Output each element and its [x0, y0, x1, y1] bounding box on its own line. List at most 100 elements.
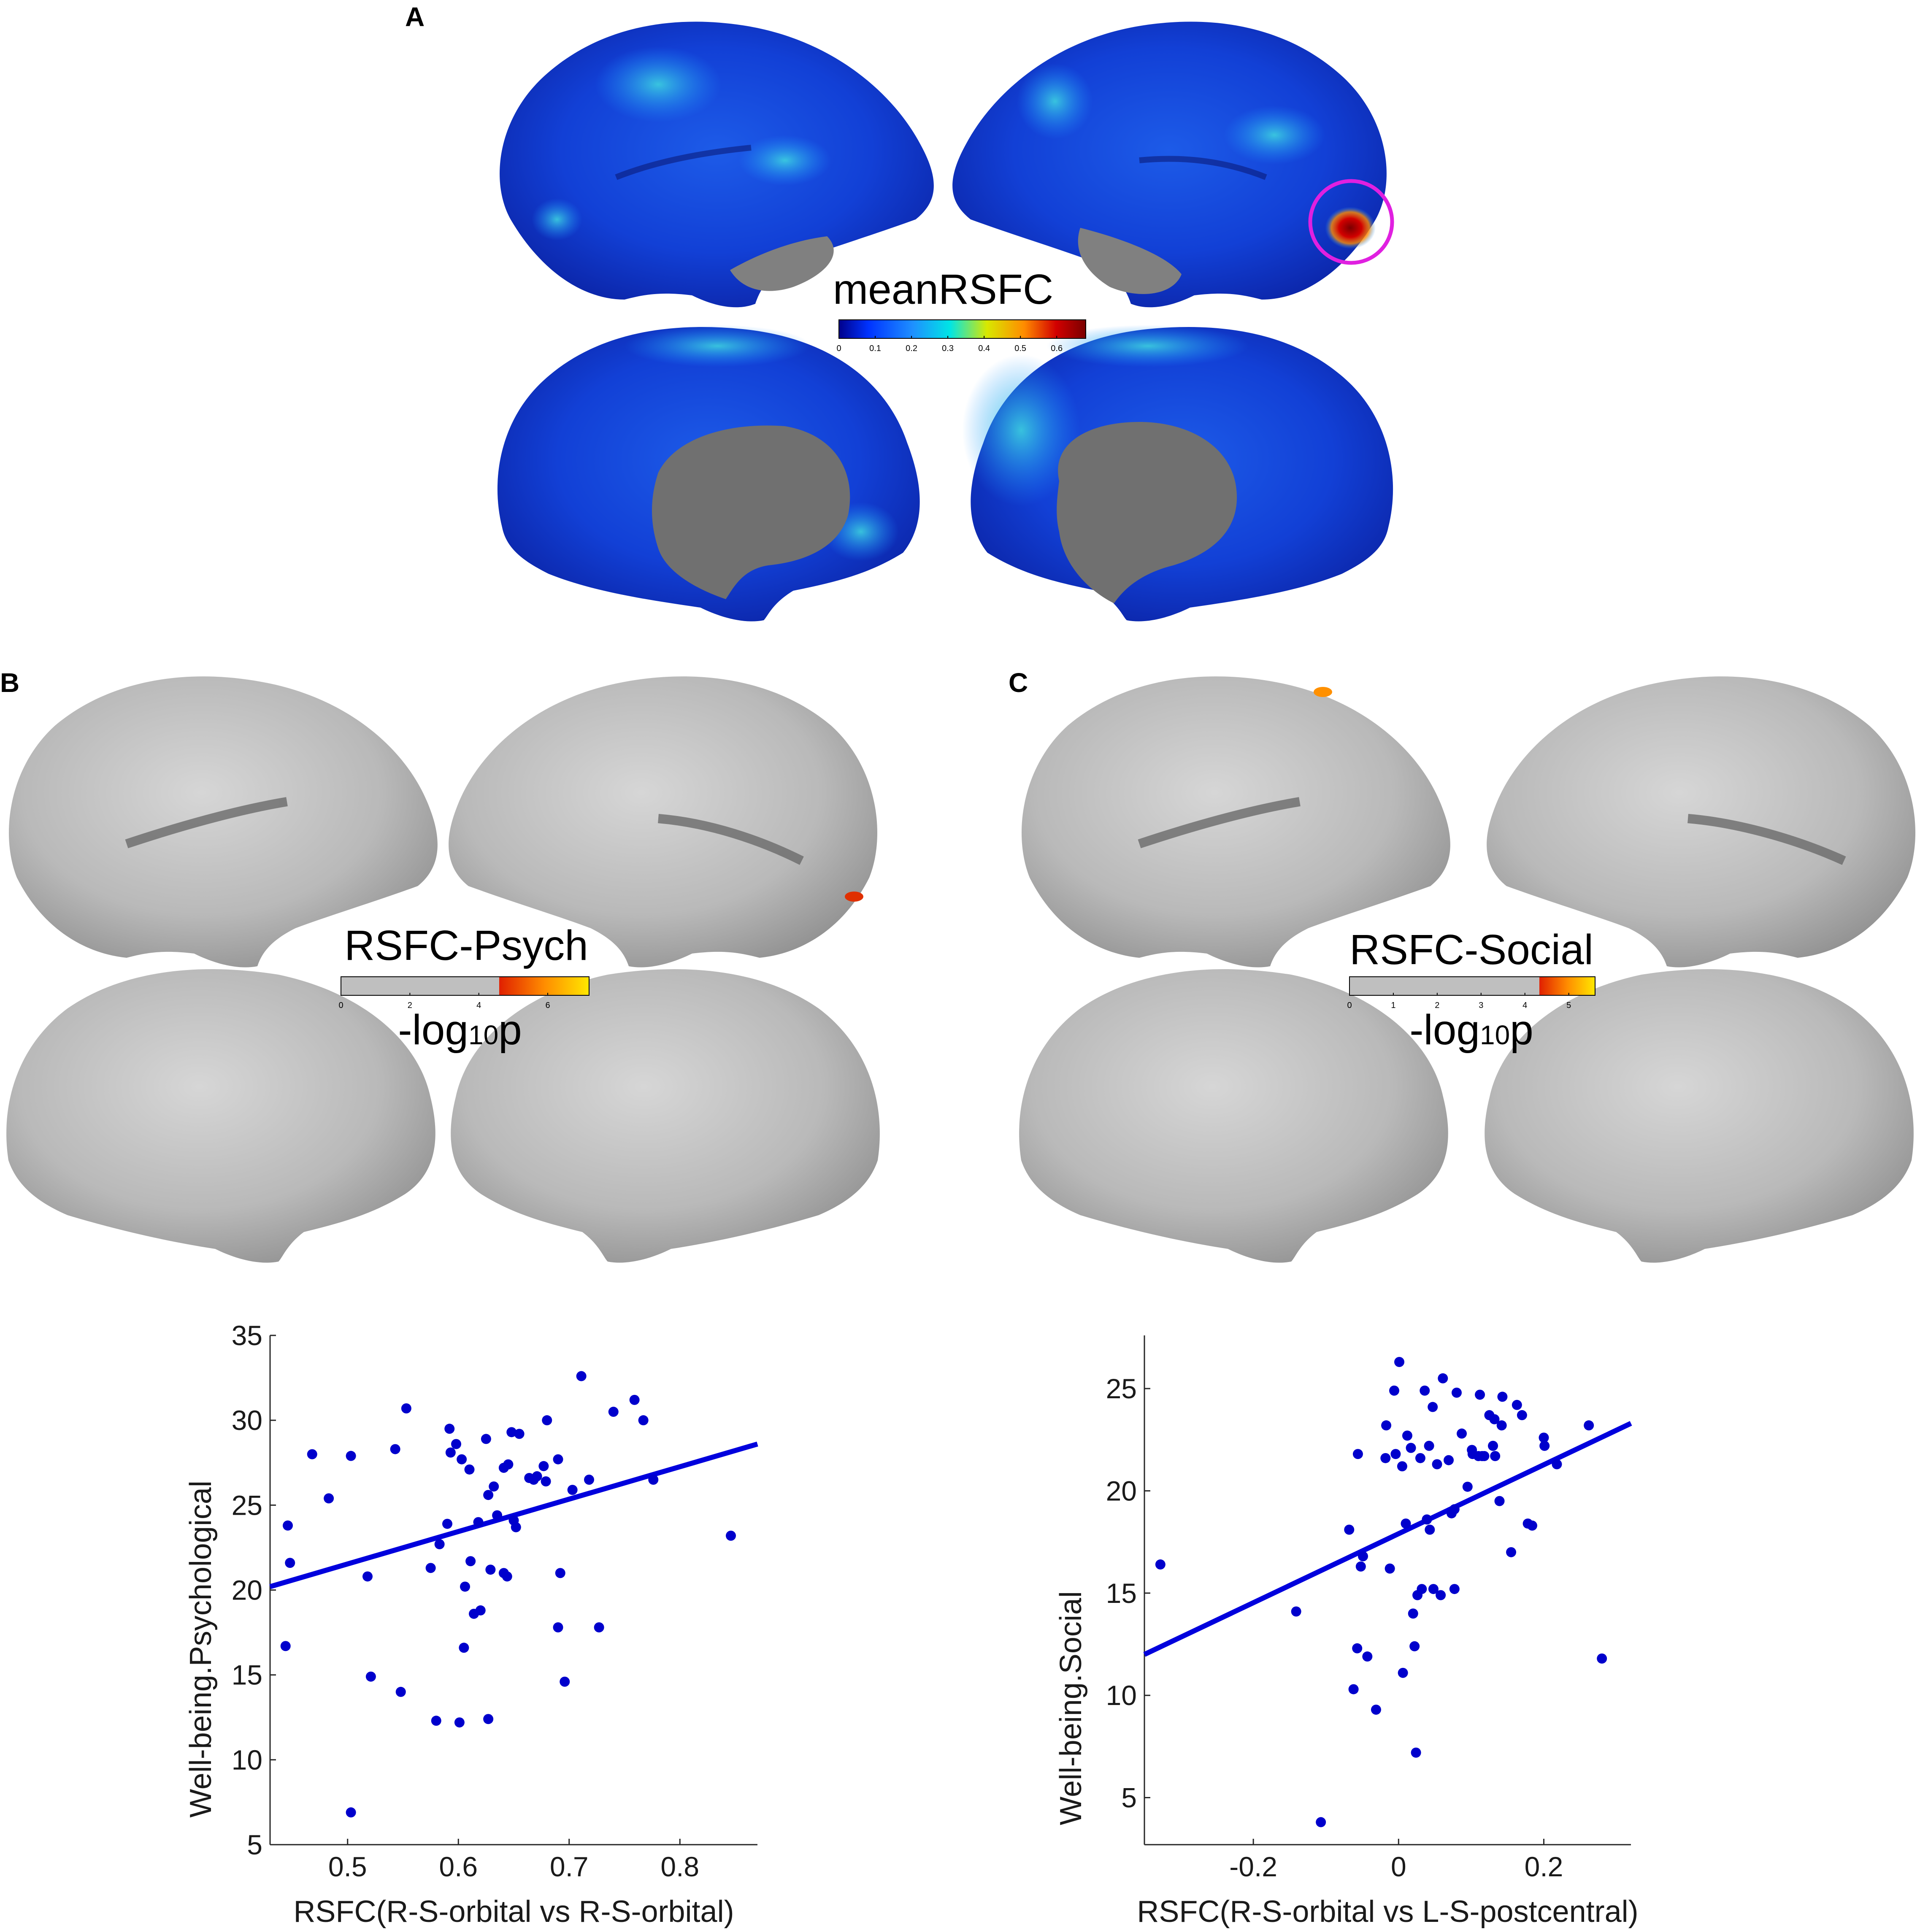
scatter-point [608, 1407, 619, 1417]
colorbar-b-tick-label: 2 [408, 1001, 412, 1010]
y-tick-label: 25 [1106, 1373, 1137, 1404]
scatter-point [532, 1471, 542, 1481]
scatter-point [508, 1515, 519, 1526]
colorbar-c-tick-label: 5 [1566, 1001, 1571, 1010]
scatter-point [464, 1464, 475, 1475]
colorbar-b-tick-label: 4 [476, 1001, 481, 1010]
brain-b-left-medial [6, 969, 435, 1263]
scatter-point [390, 1444, 400, 1454]
scatter-point [1424, 1440, 1434, 1451]
scatter-point [1512, 1400, 1522, 1410]
brain-b-right-lateral [449, 676, 878, 967]
scatter-point [1438, 1373, 1448, 1383]
scatter-point [648, 1474, 659, 1485]
scatter-point [567, 1485, 578, 1495]
scatter-point [307, 1449, 317, 1459]
scatter-point [442, 1519, 452, 1529]
y-tick-label: 30 [232, 1405, 262, 1436]
hot-spot-b [845, 892, 863, 902]
scatter-point [485, 1565, 496, 1575]
scatter-point [1415, 1453, 1425, 1463]
scatter-point [629, 1394, 640, 1405]
brain-c-right-medial [1485, 969, 1914, 1263]
scatter-point [481, 1434, 491, 1444]
colorbar-a: meanRSFC 0 0.1 0.2 0.3 0.4 0.5 0.6 [833, 266, 1086, 353]
scatter-point [445, 1447, 456, 1458]
scatter-point [1449, 1504, 1460, 1515]
colorbar-b-tick-label: 0 [338, 1001, 343, 1010]
colorbar-a-title: meanRSFC [833, 266, 1053, 313]
scatter-point [346, 1807, 356, 1818]
colorbar-b-tick-label: 6 [545, 1001, 550, 1010]
brain-b-left-lateral [8, 676, 438, 967]
scatter-point [324, 1493, 334, 1504]
scatter-point [1344, 1524, 1355, 1535]
scatter-point [425, 1563, 436, 1573]
scatter-point [362, 1571, 373, 1582]
colorbar-b-gray [341, 977, 499, 995]
brain-c-left-medial [1019, 969, 1448, 1263]
brain-a-right-lateral [952, 22, 1394, 308]
scatter-point [465, 1556, 476, 1567]
y-tick-label: 35 [232, 1320, 262, 1351]
scatter-point [1417, 1584, 1427, 1594]
scatter-point [1436, 1590, 1446, 1600]
colorbar-b-unit: -log10p [398, 1006, 522, 1054]
y-tick-label: 10 [232, 1744, 262, 1775]
scatter-point [506, 1427, 517, 1438]
panel-label-a: A [405, 2, 425, 32]
scatter-point [576, 1371, 587, 1381]
colorbar-c-tick-label: 4 [1522, 1001, 1527, 1010]
scatter-point [1316, 1817, 1326, 1827]
y-tick-label: 5 [1121, 1782, 1137, 1813]
scatter-point [560, 1676, 570, 1687]
scatter-point [1381, 1420, 1392, 1431]
x-tick-label: 0 [1391, 1851, 1406, 1882]
scatter-point [1489, 1414, 1500, 1424]
brain-c-right-lateral [1487, 676, 1916, 967]
scatter-point [1444, 1455, 1454, 1465]
brain-a-left-medial [497, 325, 920, 621]
scatter-point [1527, 1520, 1537, 1531]
scatter-point [1291, 1606, 1301, 1617]
scatter-point [431, 1716, 441, 1726]
colorbar-c-tick-label: 2 [1435, 1001, 1439, 1010]
scatter-point [553, 1454, 563, 1465]
scatter-point [1462, 1481, 1473, 1492]
scatter-point [1348, 1684, 1359, 1694]
x-tick-label: 0.5 [328, 1851, 367, 1882]
colorbar-a-tick-label: 0 [836, 344, 841, 353]
scatter-point [1451, 1387, 1462, 1398]
scatter-point [346, 1451, 356, 1461]
scatter-point [1494, 1496, 1505, 1506]
scatter-point [502, 1571, 512, 1582]
scatter-point [1408, 1608, 1418, 1619]
y-tick-label: 10 [1106, 1680, 1137, 1711]
scatter-point [365, 1671, 376, 1682]
scatter-point [1490, 1451, 1501, 1461]
scatter-point [395, 1686, 406, 1697]
colorbar-a-tick-label: 0.2 [906, 344, 917, 353]
scatter-point [553, 1622, 563, 1633]
brain-a-left-lateral [500, 22, 934, 308]
scatter-point [460, 1581, 470, 1592]
scatter-point [475, 1605, 486, 1616]
scatter-point [1597, 1653, 1607, 1664]
scatter-point [1380, 1453, 1391, 1463]
y-axis-label: Well-being.Social [1054, 1591, 1088, 1825]
scatter-point [1352, 1643, 1363, 1654]
colorbar-c-hot [1539, 977, 1595, 995]
scatter-point [1411, 1747, 1421, 1758]
scatter-point [492, 1510, 503, 1521]
x-axis-label: RSFC(R-S-orbital vs R-S-orbital) [293, 1895, 734, 1929]
x-tick-label: -0.2 [1229, 1851, 1277, 1882]
scatter-point [1496, 1420, 1507, 1431]
scatter-point [401, 1403, 411, 1414]
scatter-point [1390, 1449, 1401, 1459]
scatter-point [1406, 1443, 1416, 1453]
scatter-point [283, 1520, 293, 1531]
scatter-point [1155, 1559, 1166, 1570]
colorbar-c-gray [1349, 977, 1539, 995]
scatter-point [280, 1641, 291, 1651]
